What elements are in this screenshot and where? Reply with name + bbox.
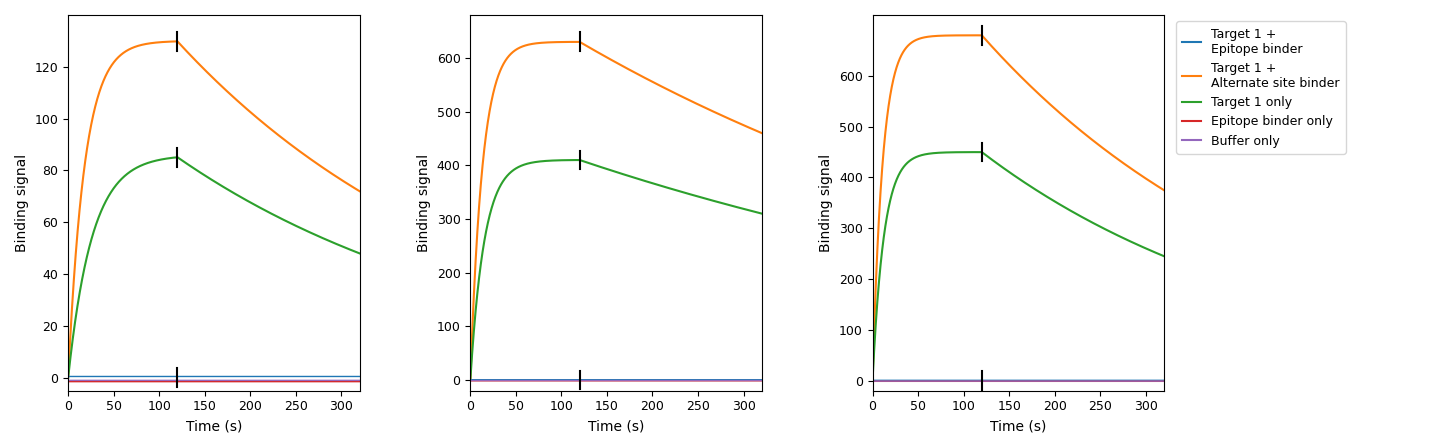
X-axis label: Time (s): Time (s) [185,419,241,433]
Legend: Target 1 +
Epitope binder, Target 1 +
Alternate site binder, Target 1 only, Epit: Target 1 + Epitope binder, Target 1 + Al… [1175,21,1346,154]
Y-axis label: Binding signal: Binding signal [14,154,29,252]
Y-axis label: Binding signal: Binding signal [417,154,431,252]
Y-axis label: Binding signal: Binding signal [819,154,833,252]
X-axis label: Time (s): Time (s) [990,419,1046,433]
X-axis label: Time (s): Time (s) [588,419,644,433]
